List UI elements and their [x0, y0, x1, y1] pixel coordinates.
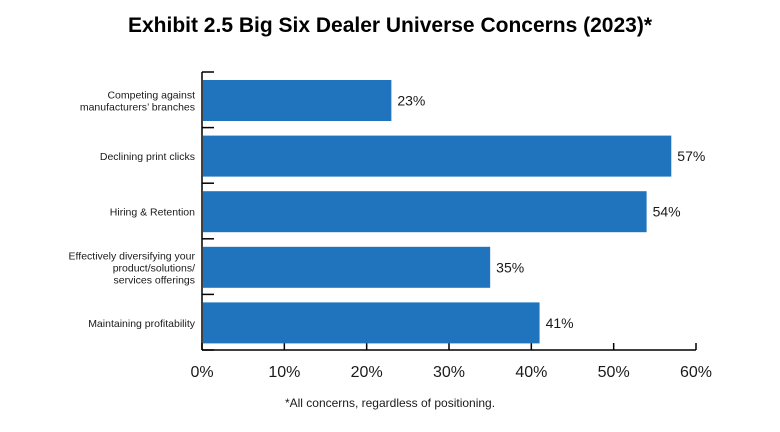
bar [203, 246, 491, 288]
x-tick-label: 10% [268, 364, 300, 381]
category-label-line: Hiring & Retention [110, 207, 195, 219]
category-label: Maintaining profitability [88, 318, 196, 330]
x-tick-label: 20% [351, 364, 383, 381]
value-label: 41% [546, 315, 574, 331]
category-label-line: manufacturers’ branches [80, 102, 195, 114]
bar [203, 135, 672, 177]
x-tick-label: 50% [598, 364, 630, 381]
x-tick-label: 60% [680, 364, 712, 381]
value-label: 35% [496, 259, 524, 275]
value-label: 54% [653, 204, 681, 220]
category-label-line: Competing against [107, 90, 195, 102]
value-label: 57% [677, 148, 705, 164]
bar [203, 80, 392, 121]
bars-group [203, 80, 672, 344]
chart-title: Exhibit 2.5 Big Six Dealer Universe Conc… [128, 14, 653, 37]
category-label-line: Declining print clicks [100, 151, 195, 163]
value-labels: 23% 57% 54% 35% 41% [397, 93, 705, 331]
category-label: Declining print clicks [100, 151, 195, 163]
value-label: 23% [397, 93, 425, 109]
x-tick-label: 0% [190, 364, 213, 381]
category-label-line: Effectively diversifying your [69, 250, 196, 262]
chart-footnote: *All concerns, regardless of positioning… [285, 396, 495, 410]
x-tick-label: 30% [433, 364, 465, 381]
chart-axes [201, 71, 697, 351]
category-label: Competing against manufacturers’ branches [80, 90, 195, 114]
bar [203, 302, 540, 344]
x-tick-labels: 0% 10% 20% 30% 40% 50% 60% [190, 364, 712, 381]
category-labels: Competing against manufacturers’ branches… [69, 90, 196, 330]
category-label-line: product/solutions/ [113, 262, 195, 274]
category-label-line: services offerings [113, 274, 195, 286]
category-label: Hiring & Retention [110, 207, 195, 219]
bar [203, 191, 647, 233]
category-label: Effectively diversifying your product/sol… [69, 250, 196, 286]
category-label-line: Maintaining profitability [88, 318, 196, 330]
x-tick-label: 40% [515, 364, 547, 381]
